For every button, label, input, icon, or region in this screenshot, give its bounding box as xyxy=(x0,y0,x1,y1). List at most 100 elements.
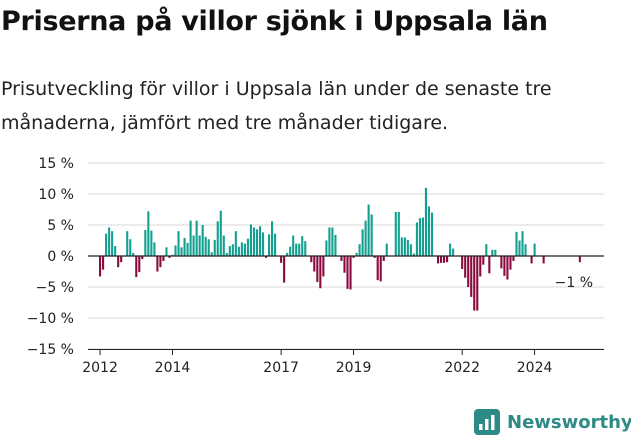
bar xyxy=(364,220,367,256)
y-tick-label: −15 % xyxy=(27,342,74,358)
bar xyxy=(268,234,271,256)
bar xyxy=(403,237,406,256)
bar xyxy=(274,233,277,256)
bar xyxy=(512,256,515,261)
bar xyxy=(189,220,192,256)
bar xyxy=(210,252,213,256)
bar xyxy=(500,256,503,269)
bar xyxy=(476,256,479,311)
bar xyxy=(111,231,114,256)
bar xyxy=(198,235,201,256)
bar xyxy=(174,245,177,256)
bar xyxy=(355,252,358,256)
bar xyxy=(325,240,328,256)
bar xyxy=(159,256,162,268)
bar xyxy=(207,239,210,256)
bar xyxy=(108,227,111,256)
bar xyxy=(162,256,165,261)
bar xyxy=(488,256,491,274)
brand-name: Newsworthy xyxy=(507,411,631,433)
bar xyxy=(165,247,168,256)
brand[interactable]: Newsworthy xyxy=(474,405,631,439)
y-tick-label: −5 % xyxy=(36,280,74,296)
bar xyxy=(319,256,322,289)
bar xyxy=(147,211,150,256)
bar xyxy=(228,246,231,256)
bar xyxy=(394,211,397,256)
bar xyxy=(518,240,521,256)
bar xyxy=(400,237,403,256)
bar xyxy=(292,235,295,256)
bar xyxy=(412,253,415,256)
bar xyxy=(283,256,286,283)
bar xyxy=(367,204,370,256)
bar xyxy=(252,227,256,256)
bar xyxy=(301,236,304,256)
bar xyxy=(452,248,455,256)
bar xyxy=(129,239,132,256)
bar xyxy=(397,211,400,256)
bar xyxy=(479,256,482,277)
bar xyxy=(286,252,289,256)
chart-title: Priserna på villor sjönk i Uppsala län xyxy=(1,6,548,37)
bar xyxy=(346,256,349,289)
bar xyxy=(485,244,488,256)
bar xyxy=(334,234,337,256)
bar xyxy=(524,244,527,256)
bar xyxy=(503,256,506,276)
bar xyxy=(418,218,421,256)
bar xyxy=(289,246,292,256)
bar xyxy=(470,256,473,297)
bar xyxy=(542,256,545,264)
bar xyxy=(168,256,171,258)
bar xyxy=(322,256,325,277)
bar xyxy=(114,246,117,256)
x-tick-label: 2019 xyxy=(336,360,372,376)
bar xyxy=(409,244,412,256)
bar xyxy=(234,231,237,256)
bar xyxy=(298,243,301,256)
bar xyxy=(533,243,536,256)
bar xyxy=(246,238,249,256)
bar xyxy=(195,220,198,256)
bars-layer xyxy=(99,187,581,311)
bar xyxy=(482,256,485,265)
bar xyxy=(156,256,159,272)
bar xyxy=(427,206,431,256)
bar xyxy=(141,256,144,260)
bar xyxy=(310,256,313,263)
bar xyxy=(406,239,409,256)
bar xyxy=(376,256,379,281)
label-layer: 15 % 10 % 5 % 0 % −5 % −10 % −15 % 2012 2014 2017… xyxy=(27,156,593,376)
bar xyxy=(361,229,364,256)
bar xyxy=(219,210,222,256)
bar xyxy=(443,256,446,263)
bar xyxy=(201,225,204,256)
bar xyxy=(494,249,497,256)
bar xyxy=(467,256,470,287)
bar xyxy=(352,256,355,258)
y-tick-label: −10 % xyxy=(27,311,74,327)
bar xyxy=(280,256,283,263)
bar xyxy=(578,256,581,263)
bar xyxy=(171,254,174,256)
bar xyxy=(213,239,216,256)
x-tick-label: 2022 xyxy=(444,360,480,376)
bar xyxy=(421,217,424,256)
bar xyxy=(430,212,434,256)
bar xyxy=(222,235,225,256)
bar xyxy=(304,241,307,256)
bar xyxy=(295,243,298,256)
bar xyxy=(240,242,243,256)
bar-chart: 15 % 10 % 5 % 0 % −5 % −10 % −15 % 2012 2014 2017… xyxy=(27,156,604,376)
bar xyxy=(521,231,524,256)
bar xyxy=(506,256,509,280)
bar xyxy=(204,236,207,256)
bar xyxy=(473,256,476,311)
bar xyxy=(261,232,265,256)
bar xyxy=(237,246,240,256)
bar xyxy=(436,256,440,264)
bar xyxy=(192,235,195,256)
bar xyxy=(461,256,464,270)
bar xyxy=(464,256,467,278)
